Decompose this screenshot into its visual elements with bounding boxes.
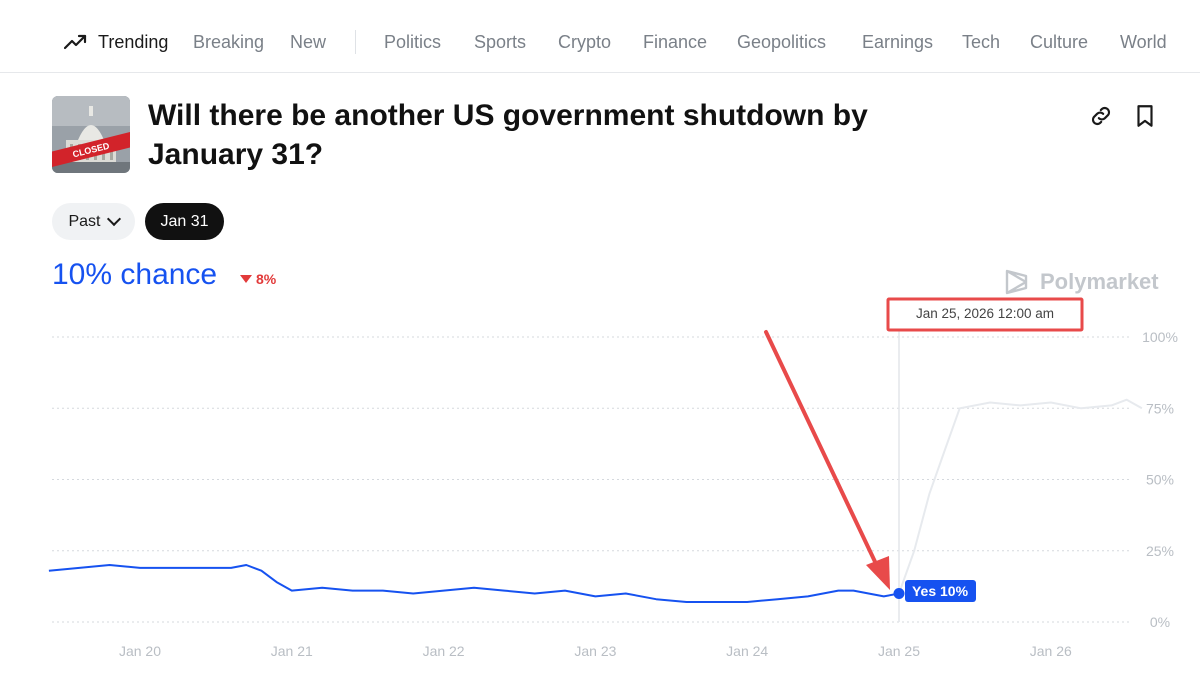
nav-breaking[interactable]: Breaking xyxy=(193,32,265,52)
nav-sports[interactable]: Sports xyxy=(474,32,527,52)
bookmark-icon[interactable] xyxy=(1132,103,1158,129)
polymarket-logo-icon xyxy=(1005,269,1028,295)
x-tick-label: Jan 26 xyxy=(1030,643,1072,659)
nav-culture[interactable]: Culture xyxy=(1030,32,1089,52)
past-dropdown[interactable]: Past xyxy=(52,203,135,240)
nav-divider xyxy=(355,30,356,54)
market-title: Will there be another US government shut… xyxy=(148,99,868,171)
y-tick-label: 50% xyxy=(1146,472,1174,488)
nav-earnings[interactable]: Earnings xyxy=(862,32,934,52)
top-nav: Trending Breaking New Politics Sports Cr… xyxy=(0,0,1200,73)
series-line-yes-future xyxy=(898,398,1143,594)
x-tick-label: Jan 23 xyxy=(574,643,616,659)
link-icon[interactable] xyxy=(1088,103,1114,129)
series-line-yes xyxy=(48,564,900,603)
polymarket-watermark: Polymarket xyxy=(1004,268,1159,296)
chance-delta-value: 8% xyxy=(256,271,277,287)
date-pill-label: Jan 31 xyxy=(160,212,209,230)
nav-finance[interactable]: Finance xyxy=(643,32,708,52)
x-tick-label: Jan 25 xyxy=(878,643,920,659)
nav-trending[interactable]: Trending xyxy=(98,32,169,52)
y-tick-label: 0% xyxy=(1150,614,1170,630)
down-triangle-icon xyxy=(240,275,252,283)
hover-label-text: Yes 10% xyxy=(912,583,969,599)
hover-label: Yes 10% xyxy=(905,580,976,602)
nav-crypto[interactable]: Crypto xyxy=(558,32,612,52)
watermark-text: Polymarket xyxy=(1040,269,1159,294)
chance-value: 10% chance xyxy=(52,258,218,291)
nav-world[interactable]: World xyxy=(1120,32,1167,52)
price-chart[interactable]: 100% 75% 50% 25% 0% Jan 20 Jan 21 Jan 22 Jan 23… xyxy=(0,290,1200,675)
nav-geopolitics[interactable]: Geopolitics xyxy=(737,32,827,52)
trending-icon xyxy=(64,34,87,50)
x-tick-label: Jan 20 xyxy=(119,643,161,659)
annotation-arrow xyxy=(764,330,890,590)
nav-new[interactable]: New xyxy=(290,32,327,52)
chevron-down-icon xyxy=(106,211,121,227)
nav-politics[interactable]: Politics xyxy=(384,32,442,52)
nav-tech[interactable]: Tech xyxy=(962,32,1001,52)
past-label: Past xyxy=(68,212,101,230)
date-pill-jan-31[interactable]: Jan 31 xyxy=(145,203,224,240)
y-tick-label: 100% xyxy=(1142,329,1178,345)
y-tick-label: 25% xyxy=(1146,543,1174,559)
market-thumbnail: CLOSED xyxy=(52,96,130,173)
chance-delta: 8% xyxy=(240,271,276,287)
hover-point xyxy=(893,588,905,599)
x-tick-label: Jan 22 xyxy=(423,643,465,659)
y-tick-label: 75% xyxy=(1146,400,1174,416)
x-tick-label: Jan 21 xyxy=(271,643,313,659)
tooltip-date: Jan 25, 2026 12:00 am xyxy=(916,306,1054,321)
date-tooltip: Jan 25, 2026 12:00 am xyxy=(886,297,1084,332)
x-tick-label: Jan 24 xyxy=(726,643,768,659)
